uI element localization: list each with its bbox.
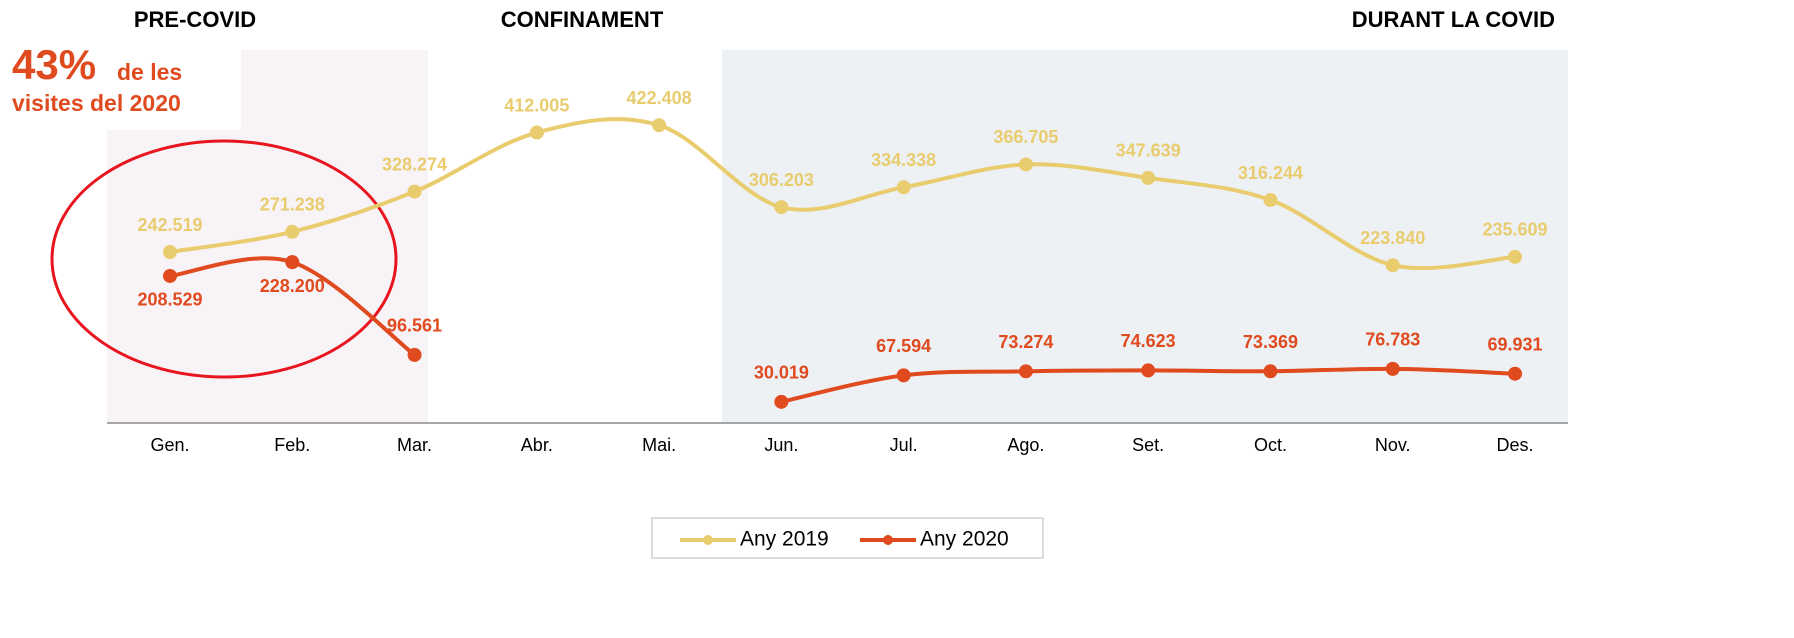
x-tick-label: Jul.: [890, 435, 918, 455]
data-label: 366.705: [993, 127, 1058, 147]
x-tick-label: Ago.: [1007, 435, 1044, 455]
data-label: 235.609: [1482, 220, 1547, 240]
x-tick-label: Abr.: [521, 435, 553, 455]
data-point: [1263, 193, 1278, 208]
data-label: 328.274: [382, 154, 447, 174]
x-tick-label: Jun.: [764, 435, 798, 455]
data-point: [407, 184, 422, 199]
data-label: 223.840: [1360, 228, 1425, 248]
data-point: [1018, 364, 1033, 379]
x-tick-label: Set.: [1132, 435, 1164, 455]
data-point: [285, 224, 300, 239]
data-label: 67.594: [876, 336, 931, 356]
data-point: [1385, 258, 1400, 273]
data-point: [774, 394, 789, 409]
x-tick-label: Oct.: [1254, 435, 1287, 455]
data-label: 30.019: [754, 363, 809, 383]
data-label: 73.369: [1243, 332, 1298, 352]
covid-region: [722, 50, 1568, 423]
x-tick-label: Feb.: [274, 435, 310, 455]
data-label: 412.005: [504, 95, 569, 115]
data-point: [163, 268, 177, 283]
legend-label: Any 2020: [920, 528, 1009, 551]
x-tick-label: Mai.: [642, 435, 676, 455]
x-tick-label: Mar.: [397, 435, 432, 455]
data-point: [1385, 361, 1400, 376]
legend: [651, 517, 1044, 559]
data-label: 316.244: [1238, 163, 1303, 183]
data-label: 76.783: [1365, 330, 1420, 350]
legend-marker: [883, 535, 893, 545]
series-line: [169, 117, 1516, 271]
data-point: [652, 118, 667, 133]
region-label: CONFINAMENT: [501, 7, 664, 32]
data-point: [1141, 363, 1156, 378]
data-label: 73.274: [998, 332, 1053, 352]
data-label: 96.561: [387, 316, 442, 336]
data-point: [774, 200, 789, 215]
annotation-text: visites del 2020: [12, 90, 181, 116]
data-label: 69.931: [1487, 334, 1542, 354]
region-label: PRE-COVID: [134, 7, 256, 32]
data-label: 208.529: [137, 290, 202, 310]
data-point: [1508, 366, 1522, 381]
region-label: DURANT LA COVID: [1352, 7, 1555, 32]
data-label: 347.639: [1116, 141, 1181, 161]
data-label: 228.200: [260, 276, 325, 296]
data-point: [1508, 249, 1522, 264]
legend-label: Any 2019: [740, 528, 829, 551]
highlight-ellipse: [50, 139, 398, 379]
annotation-pct: 43%: [12, 41, 96, 88]
data-label: 74.623: [1121, 331, 1176, 351]
legend-marker: [703, 535, 713, 545]
data-point: [896, 368, 911, 383]
data-label: 271.238: [260, 195, 325, 215]
data-point: [163, 245, 177, 260]
data-point: [1018, 157, 1033, 172]
data-point: [1263, 364, 1278, 379]
data-point: [407, 347, 422, 362]
data-label: 242.519: [137, 215, 202, 235]
data-label: 422.408: [627, 88, 692, 108]
data-point: [285, 255, 300, 270]
annotation-text: de les: [117, 59, 182, 85]
x-tick-label: Nov.: [1375, 435, 1411, 455]
x-tick-label: Des.: [1496, 435, 1533, 455]
data-label: 306.203: [749, 170, 814, 190]
x-tick-label: Gen.: [150, 435, 189, 455]
data-point: [896, 180, 911, 195]
data-label: 334.338: [871, 150, 936, 170]
data-point: [529, 125, 544, 140]
data-point: [1141, 170, 1156, 185]
